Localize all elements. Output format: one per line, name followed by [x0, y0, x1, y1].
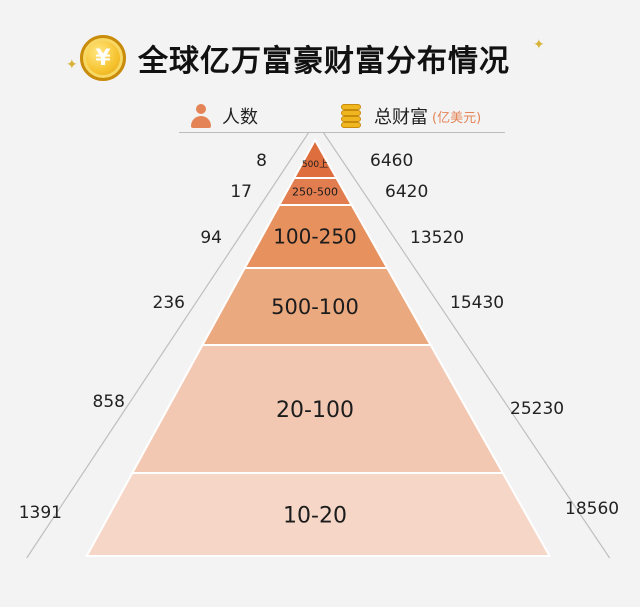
left-guide-line	[26, 131, 310, 559]
person-icon	[190, 104, 212, 128]
wealth-value-label: 6460	[370, 151, 413, 171]
people-count-label: 94	[200, 228, 222, 248]
coins-stack-icon	[338, 103, 364, 129]
wealth-value-label: 25230	[510, 399, 564, 419]
legend-people-label: 人数	[222, 107, 258, 128]
people-count-label: 17	[230, 182, 252, 202]
coin-symbol: ¥	[95, 45, 111, 71]
right-guide-line	[322, 131, 611, 559]
tier-label: 10-20	[283, 503, 347, 528]
tier-label: 20-100	[276, 398, 354, 423]
page-title: 全球亿万富豪财富分布情况	[138, 44, 510, 79]
tier-label: 100-250	[273, 225, 357, 249]
legend-wealth: 总财富 (亿美元)	[338, 103, 481, 129]
legend-divider	[179, 132, 505, 133]
legend-wealth-label: 总财富	[374, 107, 428, 128]
tier-label: 500-100	[271, 295, 359, 319]
tier-label: 250-500	[292, 185, 338, 198]
sparkle-icon: ✦	[533, 37, 545, 53]
wealth-value-label: 15430	[450, 293, 504, 313]
legend-wealth-unit: (亿美元)	[432, 110, 482, 126]
title-row: ¥ 全球亿万富豪财富分布情况	[80, 28, 510, 88]
people-count-label: 858	[93, 392, 125, 412]
sparkle-icon: ✦	[66, 57, 78, 73]
wealth-value-label: 13520	[410, 228, 464, 248]
wealth-value-label: 6420	[385, 182, 428, 202]
pyramid-tier	[85, 472, 552, 557]
coin-icon: ¥	[80, 35, 126, 81]
tier-label: 500上	[302, 159, 328, 170]
people-count-label: 1391	[19, 503, 62, 523]
wealth-value-label: 18560	[565, 499, 619, 519]
legend-people: 人数	[190, 103, 258, 129]
people-count-label: 8	[256, 151, 267, 171]
people-count-label: 236	[153, 293, 185, 313]
